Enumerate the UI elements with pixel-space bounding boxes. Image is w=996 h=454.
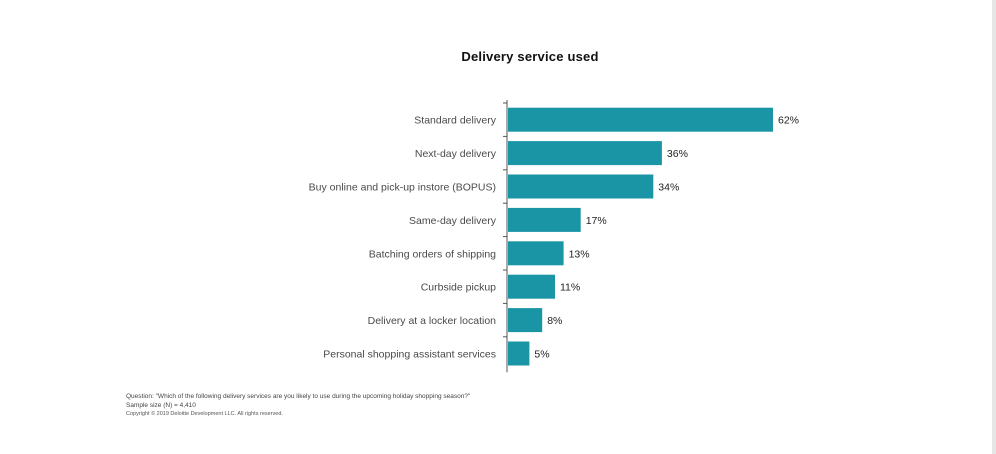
- chart-title: Delivery service used: [461, 49, 599, 64]
- bar: [508, 274, 555, 299]
- value-label: 17%: [586, 215, 607, 227]
- page-right-edge: [992, 0, 996, 454]
- footnote-sample-size: Sample size (N) = 4,410: [126, 402, 196, 409]
- footnote-copyright: Copyright © 2019 Deloitte Development LL…: [126, 411, 283, 417]
- value-label: 11%: [560, 282, 580, 294]
- value-label: 8%: [547, 315, 562, 327]
- value-label: 34%: [658, 182, 679, 194]
- value-label: 13%: [569, 248, 590, 260]
- footnote-question: Question: "Which of the following delive…: [126, 393, 471, 400]
- bar: [508, 308, 543, 333]
- category-label: Personal shopping assistant services: [323, 349, 496, 361]
- bar: [508, 341, 530, 366]
- bar: [508, 241, 564, 266]
- value-label: 62%: [778, 115, 799, 127]
- category-label: Delivery at a locker location: [368, 315, 497, 327]
- bar: [508, 174, 654, 199]
- category-label: Curbside pickup: [421, 282, 496, 294]
- category-label: Buy online and pick-up instore (BOPUS): [309, 182, 496, 194]
- bar: [508, 107, 773, 132]
- bar: [508, 207, 581, 232]
- category-label: Standard delivery: [414, 115, 496, 127]
- value-label: 5%: [534, 349, 549, 361]
- value-label: 36%: [667, 148, 688, 160]
- category-label: Same-day delivery: [409, 215, 497, 227]
- category-label: Batching orders of shipping: [369, 248, 496, 260]
- category-label: Next-day delivery: [415, 148, 497, 160]
- bar: [508, 141, 662, 166]
